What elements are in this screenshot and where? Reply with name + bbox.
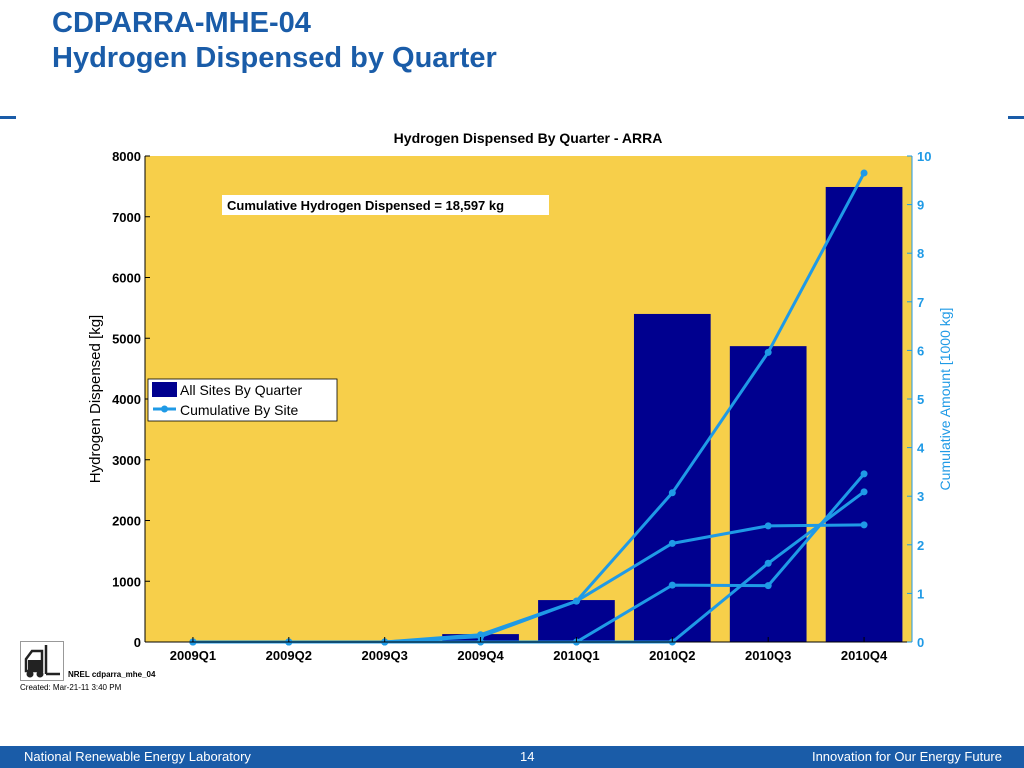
y-tick-label: 7000 — [112, 210, 141, 225]
cumulative-point — [860, 521, 868, 529]
cumulative-point — [572, 597, 580, 605]
right-rule — [1008, 116, 1024, 119]
y2-ticks: 0 1 2 3 4 5 6 7 8 9 10 — [907, 149, 931, 650]
y-ticks: 0 1000 2000 3000 4000 5000 6000 7000 8000 — [112, 149, 150, 650]
bars — [442, 186, 903, 643]
legend-bar-label: All Sites By Quarter — [180, 382, 302, 398]
y-tick-label: 2000 — [112, 514, 141, 529]
cumulative-point — [764, 522, 772, 530]
footer-org: National Renewable Energy Laboratory — [24, 749, 251, 764]
nrel-stamp-label: NREL cdparra_mhe_04 — [68, 670, 156, 679]
y-tick-label: 0 — [134, 635, 141, 650]
x-tick-label: 2010Q3 — [745, 648, 791, 663]
x-ticks: 2009Q1 2009Q2 2009Q3 2009Q4 2010Q1 2010Q2 2010… — [170, 637, 888, 663]
created-timestamp: Created: Mar-21-11 3:40 PM — [20, 683, 122, 692]
cumulative-point — [860, 488, 868, 496]
cumulative-point — [764, 559, 772, 567]
slide-title-line2: Hydrogen Dispensed by Quarter — [52, 42, 497, 74]
y2-tick-label: 1 — [917, 586, 924, 601]
cumulative-point — [860, 169, 868, 177]
y2-tick-label: 10 — [917, 149, 931, 164]
y-tick-label: 3000 — [112, 453, 141, 468]
x-tick-label: 2009Q1 — [170, 648, 216, 663]
bar-2010Q4 — [825, 186, 903, 643]
y2-tick-label: 6 — [917, 343, 924, 358]
forklift-icon — [20, 641, 64, 681]
cumulative-point — [764, 348, 772, 356]
y2-axis-label: Cumulative Amount [1000 kg] — [937, 308, 953, 491]
footer-tagline: Innovation for Our Energy Future — [811, 749, 1002, 764]
cumulative-point — [860, 470, 868, 478]
annotation-box: Cumulative Hydrogen Dispensed = 18,597 k… — [222, 195, 549, 215]
y-axis-label: Hydrogen Dispensed [kg] — [87, 315, 104, 483]
y2-tick-label: 7 — [917, 295, 924, 310]
x-tick-label: 2010Q1 — [553, 648, 599, 663]
cumulative-point — [668, 489, 676, 497]
bar-2010Q1 — [538, 600, 615, 642]
legend-line-marker — [161, 405, 168, 413]
y2-tick-label: 3 — [917, 489, 924, 504]
x-tick-label: 2009Q2 — [266, 648, 312, 663]
cumulative-point — [477, 633, 485, 641]
bar-2010Q3 — [729, 346, 807, 642]
y2-tick-label: 4 — [917, 441, 925, 456]
x-tick-label: 2010Q2 — [649, 648, 695, 663]
y-tick-label: 5000 — [112, 331, 141, 346]
y-tick-label: 6000 — [112, 271, 141, 286]
x-tick-label: 2009Q3 — [362, 648, 408, 663]
y2-tick-label: 5 — [917, 392, 924, 407]
cumulative-point — [668, 539, 676, 547]
footer-bar: National Renewable Energy Laboratory 14 … — [0, 746, 1024, 768]
slide-title-line1: CDPARRA-MHE-04 — [52, 7, 311, 39]
y2-tick-label: 9 — [917, 198, 924, 213]
chart: Hydrogen Dispensed By Quarter - ARRA 010… — [87, 130, 953, 663]
legend: All Sites By Quarter Cumulative By Site — [147, 378, 338, 422]
legend-line-label: Cumulative By Site — [180, 402, 298, 418]
annotation-text: Cumulative Hydrogen Dispensed = 18,597 k… — [227, 198, 504, 213]
y-tick-label: 4000 — [112, 392, 141, 407]
y2-tick-label: 0 — [917, 635, 924, 650]
chart-title: Hydrogen Dispensed By Quarter - ARRA — [394, 130, 663, 146]
y-tick-label: 1000 — [112, 574, 141, 589]
cumulative-point — [764, 582, 772, 590]
y2-tick-label: 8 — [917, 246, 924, 261]
slide-title: CDPARRA-MHE-04 Hydrogen Dispensed by Qua… — [52, 6, 497, 76]
y2-tick-label: 2 — [917, 538, 924, 553]
y-tick-label: 8000 — [112, 149, 141, 164]
footer-page-number: 14 — [520, 749, 535, 764]
x-tick-label: 2010Q4 — [841, 648, 888, 663]
cumulative-point — [668, 581, 676, 589]
legend-bar-swatch — [152, 382, 177, 397]
x-tick-label: 2009Q4 — [457, 648, 504, 663]
bar-2010Q2 — [633, 313, 711, 642]
left-rule — [0, 116, 16, 119]
